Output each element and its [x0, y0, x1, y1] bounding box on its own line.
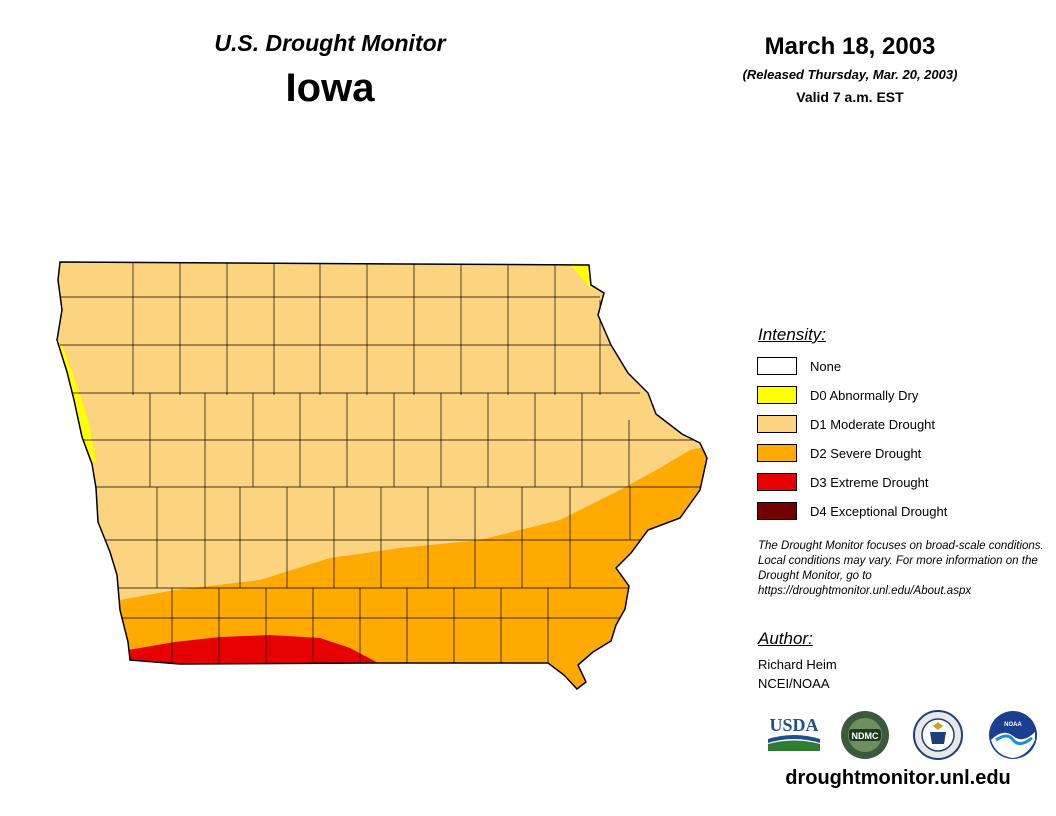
legend-label: None: [810, 358, 842, 374]
county-boundaries: [60, 262, 700, 664]
author-heading: Author:: [758, 629, 813, 648]
legend-item: D1 Moderate Drought: [757, 413, 935, 435]
noaa-logo-text: NOAA: [1004, 722, 1022, 728]
legend-label: D1 Moderate Drought: [810, 416, 936, 432]
noaa-logo: NOAA: [988, 710, 1038, 760]
state-title: Iowa: [285, 66, 375, 110]
legend-item: D4 Exceptional Drought: [757, 500, 947, 522]
map-date: March 18, 2003: [764, 33, 936, 60]
iowa-state-outline: [56, 261, 708, 691]
iowa-drought-map: [56, 261, 708, 691]
release-date: (Released Thursday, Mar. 20, 2003): [742, 67, 958, 82]
legend-swatch: [757, 502, 797, 520]
usda-logo-text: USDA: [769, 715, 818, 735]
legend-item: D2 Severe Drought: [757, 442, 921, 464]
legend-title: Intensity:: [758, 325, 827, 344]
author-organization: NCEI/NOAA: [758, 676, 830, 691]
website-url[interactable]: droughtmonitor.unl.edu: [785, 767, 1011, 789]
d3-extreme-drought-area: [128, 635, 380, 664]
valid-time: Valid 7 a.m. EST: [796, 89, 904, 105]
legend-label: D3 Extreme Drought: [810, 474, 929, 490]
legend-item: None: [757, 355, 841, 377]
legend-item: D0 Abnormally Dry: [757, 384, 918, 406]
legend-label: D2 Severe Drought: [810, 445, 922, 461]
disclaimer-text: The Drought Monitor focuses on broad-sca…: [758, 540, 1044, 597]
usda-logo: USDA: [766, 713, 822, 753]
product-title: U.S. Drought Monitor: [214, 30, 446, 56]
legend-label: D4 Exceptional Drought: [810, 503, 948, 519]
ndmc-logo-text: NDMC: [852, 731, 879, 741]
legend-item: D3 Extreme Drought: [757, 471, 929, 493]
legend-swatch: [757, 444, 797, 462]
legend-swatch: [757, 357, 797, 375]
doc-seal-logo: [913, 710, 963, 760]
ndmc-logo: NDMC: [840, 710, 890, 760]
author-name: Richard Heim: [758, 657, 837, 672]
legend-swatch: [757, 415, 797, 433]
legend-label: D0 Abnormally Dry: [810, 387, 919, 403]
legend-swatch: [757, 473, 797, 491]
legend-swatch: [757, 386, 797, 404]
